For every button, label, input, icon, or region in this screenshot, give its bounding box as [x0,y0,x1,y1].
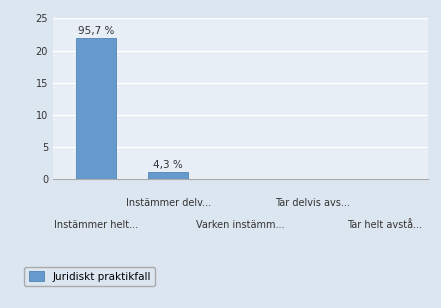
Text: Instämmer delv...: Instämmer delv... [126,198,211,208]
Text: Tar helt avstå...: Tar helt avstå... [347,220,422,230]
Bar [149,172,188,179]
Text: Varken instämm...: Varken instämm... [196,220,284,230]
Text: Tar delvis avs...: Tar delvis avs... [275,198,350,208]
Legend: Juridiskt praktikfall: Juridiskt praktikfall [24,267,155,286]
Bar [76,38,116,179]
Text: 4,3 %: 4,3 % [153,160,183,170]
Text: 95,7 %: 95,7 % [78,26,114,36]
Text: Instämmer helt...: Instämmer helt... [54,220,138,230]
